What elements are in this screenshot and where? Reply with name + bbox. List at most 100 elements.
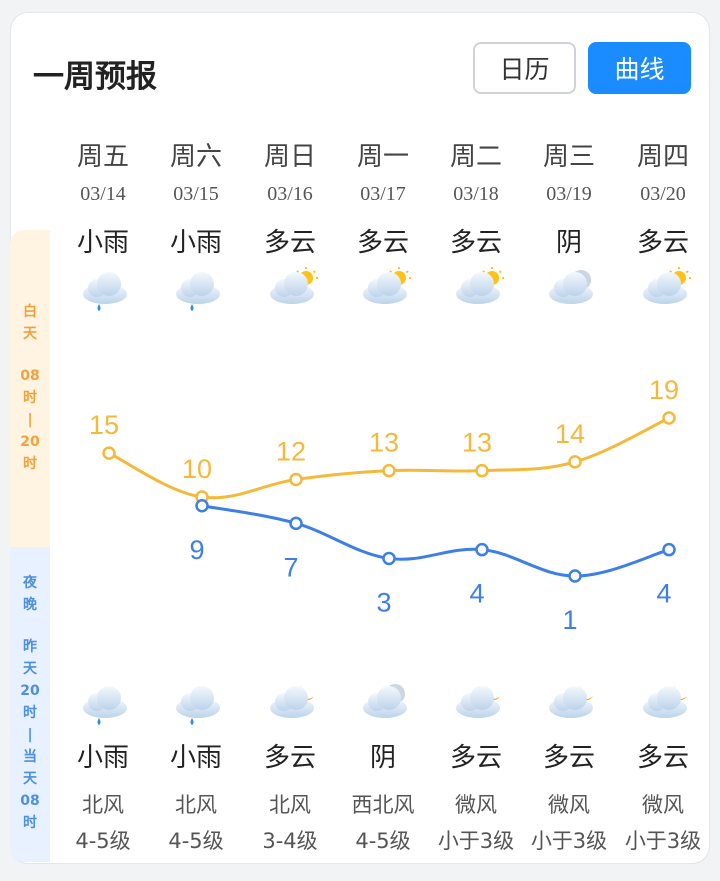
- high-temp-label: 10: [182, 454, 212, 484]
- low-temp-point: [195, 499, 209, 513]
- side-label-char: 天: [23, 771, 37, 787]
- daytime-side-label: 白天 08 时 | 20 时: [10, 230, 50, 547]
- low-temp-label: 4: [469, 579, 484, 609]
- weekly-forecast-card: 一周预报 日历 曲线: [10, 12, 710, 864]
- wind-level-label: 4-5级: [355, 829, 411, 853]
- side-label-char: 夜: [23, 575, 37, 591]
- date-label: 03/14: [80, 183, 126, 205]
- low-temp-label: 1: [562, 605, 577, 635]
- overcast-icon: [355, 680, 415, 724]
- wind-level-label: 小于3级: [437, 829, 515, 853]
- wind-level-label: 小于3级: [530, 829, 608, 853]
- side-label-char: 08: [20, 368, 40, 384]
- side-label-char: 时: [23, 390, 37, 406]
- rain-icon: [168, 680, 228, 725]
- side-label-char: 时: [23, 815, 37, 831]
- weekday-label: 周二: [449, 142, 502, 172]
- low-temp-point: [289, 516, 303, 531]
- wind-level-label: 4-5级: [168, 829, 224, 853]
- side-label-char: 20: [20, 683, 40, 699]
- cloudy-sun-icon: [635, 266, 695, 310]
- rain-icon: [168, 266, 228, 311]
- night-side-label: 夜晚昨天 20 时 | 当天 08 时: [10, 547, 50, 862]
- cloudy-moon-icon: [262, 680, 322, 724]
- page-title: 一周预报: [33, 59, 157, 95]
- side-label-char: |: [27, 412, 33, 428]
- day-weather-label: 多云: [636, 228, 689, 258]
- wind-direction-label: 北风: [82, 793, 124, 817]
- weekday-label: 周日: [263, 142, 316, 172]
- side-label-char: 天: [23, 661, 37, 677]
- side-label-char: 天: [23, 326, 37, 342]
- high-temp-point: [662, 411, 676, 425]
- side-label-char: 时: [23, 705, 37, 721]
- night-weather-label: 多云: [542, 743, 595, 773]
- wind-level-label: 小于3级: [624, 829, 702, 853]
- low-temp-line: [201, 504, 670, 578]
- wind-level-label: 3-4级: [262, 829, 318, 853]
- weekday-label: 周五: [76, 142, 129, 172]
- date-label: 03/16: [267, 183, 313, 205]
- night-weather-label: 多云: [263, 743, 316, 773]
- wind-direction-label: 微风: [642, 793, 684, 817]
- high-temp-label: 15: [89, 410, 119, 440]
- date-label: 03/17: [360, 183, 406, 205]
- wind-direction-label: 微风: [455, 793, 497, 817]
- wind-level-label: 4-5级: [75, 829, 131, 853]
- high-temp-point: [289, 472, 303, 487]
- day-weather-label: 多云: [356, 228, 409, 258]
- high-temp-label: 19: [649, 375, 679, 405]
- date-label: 03/20: [640, 183, 686, 205]
- wind-direction-label: 北风: [269, 793, 311, 817]
- low-temp-label: 3: [376, 587, 391, 617]
- night-weather-label: 多云: [636, 743, 689, 773]
- wind-direction-label: 北风: [175, 793, 217, 817]
- high-temp-label: 12: [276, 436, 306, 466]
- low-temp-label: 4: [656, 579, 671, 609]
- date-label: 03/19: [546, 183, 592, 205]
- cloudy-sun-icon: [355, 266, 415, 310]
- high-temp-point: [568, 455, 582, 469]
- high-temp-point: [382, 463, 396, 478]
- night-weather-label: 小雨: [169, 743, 222, 773]
- rain-icon: [75, 266, 135, 311]
- night-weather-label: 多云: [449, 743, 502, 773]
- low-temp-point: [382, 551, 396, 566]
- side-label-char: |: [27, 727, 33, 743]
- cloudy-sun-icon: [262, 266, 322, 310]
- side-label-char: 白: [23, 304, 37, 320]
- high-temp-point: [475, 463, 489, 478]
- wind-direction-label: 微风: [548, 793, 590, 817]
- low-temp-point: [662, 542, 676, 557]
- rain-icon: [75, 680, 135, 725]
- day-weather-label: 阴: [555, 228, 582, 258]
- day-weather-label: 小雨: [76, 228, 129, 258]
- date-label: 03/15: [173, 183, 219, 205]
- curve-view-button[interactable]: 曲线: [588, 42, 691, 94]
- weekday-label: 周四: [636, 142, 689, 172]
- low-temp-point: [475, 542, 489, 557]
- side-label-char: 20: [20, 434, 40, 450]
- night-weather-label: 小雨: [76, 743, 129, 773]
- cloudy-moon-icon: [541, 680, 601, 724]
- high-temp-label: 13: [462, 428, 492, 458]
- wind-direction-label: 西北风: [351, 793, 415, 817]
- day-weather-label: 小雨: [169, 228, 222, 258]
- high-temp-label: 14: [555, 419, 585, 449]
- weekday-label: 周六: [169, 142, 222, 172]
- side-label-char: 当: [23, 749, 37, 765]
- cloudy-moon-icon: [448, 680, 508, 724]
- calendar-view-button[interactable]: 日历: [473, 42, 576, 94]
- weekday-label: 周一: [356, 142, 409, 172]
- low-temp-point: [568, 569, 582, 583]
- night-weather-label: 阴: [369, 743, 396, 773]
- side-label-char: 晚: [23, 597, 37, 613]
- side-label-char: 昨: [23, 639, 37, 655]
- cloudy-moon-icon: [635, 680, 695, 724]
- weekday-label: 周三: [542, 142, 595, 172]
- low-temp-label: 7: [283, 552, 298, 582]
- side-label-char: 时: [23, 456, 37, 472]
- overcast-icon: [541, 266, 601, 310]
- day-weather-label: 多云: [263, 228, 316, 258]
